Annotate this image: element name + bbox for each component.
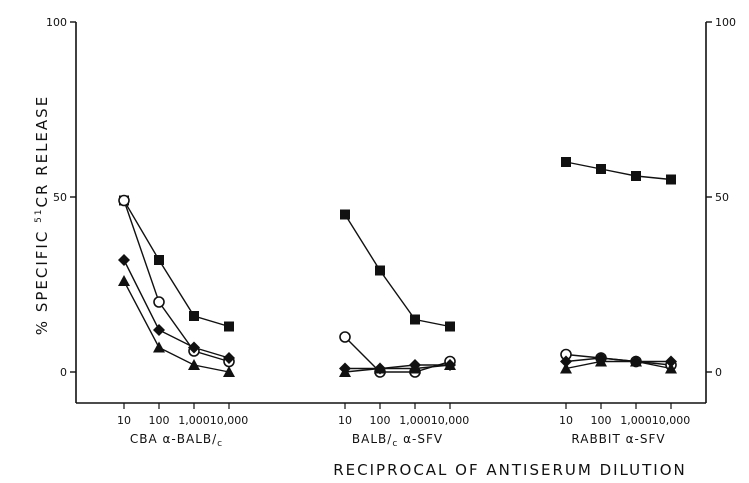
y-tick-label-left: 0 bbox=[60, 366, 67, 379]
x-tick-label: 100 bbox=[370, 414, 391, 427]
square-marker bbox=[561, 157, 571, 167]
x-tick-label: 10,000 bbox=[210, 414, 249, 427]
triangle-marker bbox=[409, 362, 421, 374]
series-group-2 bbox=[339, 209, 456, 378]
square-marker bbox=[410, 314, 420, 325]
square-marker bbox=[375, 265, 385, 276]
triangle-marker bbox=[118, 275, 130, 286]
series-line-diamond-filled bbox=[565, 357, 671, 363]
series-line-triangle-filled bbox=[344, 364, 451, 373]
series-line-diamond-filled bbox=[345, 364, 450, 370]
x-tick-label: 10 bbox=[559, 414, 573, 427]
x-tick-label: 100 bbox=[591, 414, 612, 427]
square-marker bbox=[224, 321, 234, 332]
open-circle-marker bbox=[118, 194, 130, 207]
triangle-marker bbox=[223, 366, 235, 377]
diamond-marker bbox=[118, 254, 130, 266]
x-tick-label: 1,000 bbox=[178, 414, 210, 427]
series-line-square-filled bbox=[565, 161, 672, 181]
open-circle-marker bbox=[153, 296, 165, 308]
triangle-marker bbox=[374, 362, 386, 374]
y-tick-label-right: 0 bbox=[715, 366, 722, 379]
y-tick-label-right: 100 bbox=[715, 16, 736, 29]
series-line-circle-open bbox=[123, 200, 230, 363]
x-tick-label: 10 bbox=[117, 414, 131, 427]
series-line-square-filled bbox=[123, 200, 230, 328]
triangle-marker bbox=[595, 355, 607, 367]
square-marker bbox=[445, 321, 455, 332]
square-marker bbox=[631, 171, 641, 181]
open-circle-marker bbox=[339, 331, 351, 343]
triangle-marker bbox=[665, 362, 677, 374]
x-tick-label: 10,000 bbox=[431, 414, 470, 427]
square-marker bbox=[189, 311, 199, 321]
triangle-marker bbox=[560, 362, 572, 374]
series-line-square-filled bbox=[344, 214, 451, 328]
x-tick-label: 10 bbox=[338, 414, 352, 427]
x-tick-label: 1,000 bbox=[399, 414, 431, 427]
x-tick-label: 10,000 bbox=[652, 414, 691, 427]
square-marker bbox=[154, 255, 164, 265]
diamond-marker bbox=[223, 352, 235, 364]
group-label-2: BALB/c α-SFV bbox=[352, 432, 443, 449]
series-group-3 bbox=[560, 157, 677, 374]
diamond-marker bbox=[560, 355, 572, 368]
y-tick-label-left: 100 bbox=[46, 16, 67, 29]
square-marker bbox=[596, 164, 606, 174]
diamond-marker bbox=[188, 341, 200, 354]
triangle-marker bbox=[153, 341, 165, 353]
series-group-1 bbox=[118, 194, 235, 377]
y-axis-title: % SPECIFIC 51CR RELEASE bbox=[33, 95, 51, 335]
x-tick-label: 1,000 bbox=[620, 414, 652, 427]
groups-layer: CBA α-BALB/c BALB/c α-SFV RABBIT α-SFV bbox=[118, 157, 677, 449]
triangle-marker bbox=[444, 359, 456, 370]
group-label-1: CBA α-BALB/c bbox=[130, 432, 223, 449]
triangle-marker bbox=[339, 366, 351, 377]
y-tick-label-left: 50 bbox=[53, 191, 67, 204]
series-line-triangle-filled bbox=[123, 280, 230, 373]
x-tick-label: 100 bbox=[149, 414, 170, 427]
series-line-triangle-filled bbox=[565, 360, 672, 370]
group-label-3: RABBIT α-SFV bbox=[571, 432, 665, 446]
triangle-marker bbox=[188, 359, 200, 370]
series-line-diamond-filled bbox=[123, 259, 230, 359]
square-marker bbox=[666, 174, 676, 185]
x-axis-title: RECIPROCAL OF ANTISERUM DILUTION bbox=[333, 461, 687, 479]
diamond-marker bbox=[665, 355, 677, 368]
diamond-marker bbox=[153, 324, 165, 336]
triangle-marker bbox=[630, 355, 642, 367]
square-marker bbox=[340, 209, 350, 220]
y-tick-label-right: 50 bbox=[715, 191, 729, 204]
